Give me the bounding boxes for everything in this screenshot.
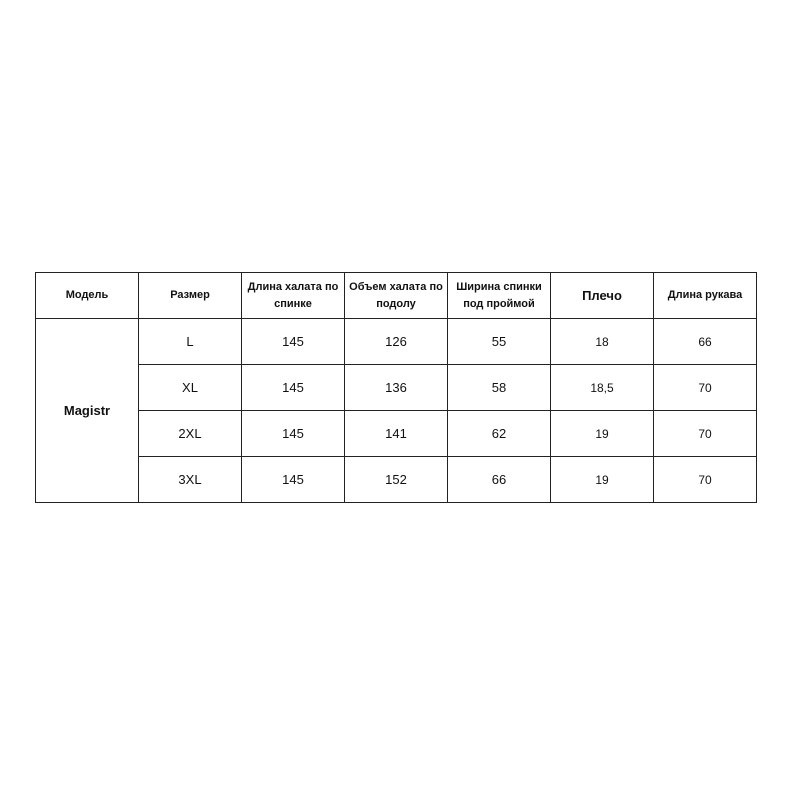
table-row: 2XL 145 141 62 19 70 — [36, 410, 757, 457]
table-cell: 66 — [653, 318, 757, 365]
table-cell: 18,5 — [550, 364, 654, 411]
table-cell: 126 — [344, 318, 448, 365]
table-cell: 19 — [550, 456, 654, 503]
header-back-length: Длина халата по спинке — [241, 272, 345, 319]
table-cell: 145 — [241, 410, 345, 457]
table-cell: 70 — [653, 410, 757, 457]
table-cell: 145 — [241, 318, 345, 365]
table-row: XL 145 136 58 18,5 70 — [36, 364, 757, 411]
table-cell: 55 — [447, 318, 551, 365]
table-cell: L — [138, 318, 242, 365]
table-row: Magistr L 145 126 55 18 66 — [35, 318, 757, 503]
header-model: Модель — [35, 272, 139, 319]
header-sleeve-length: Длина рукава — [653, 272, 757, 319]
table-cell: 70 — [653, 456, 757, 503]
table-cell: 19 — [550, 410, 654, 457]
header-row: Модель Размер Длина халата по спинке Объ… — [35, 272, 757, 319]
table-row: 3XL 145 152 66 19 70 — [36, 456, 757, 503]
table-cell: 66 — [447, 456, 551, 503]
table-cell: 141 — [344, 410, 448, 457]
table-cell: 70 — [653, 364, 757, 411]
table-cell: 18 — [550, 318, 654, 365]
header-back-width: Ширина спинки под проймой — [447, 272, 551, 319]
table-cell: 58 — [447, 364, 551, 411]
table-cell: 2XL — [138, 410, 242, 457]
table-cell: 136 — [344, 364, 448, 411]
table-cell: 152 — [344, 456, 448, 503]
header-hem-volume: Объем халата по подолу — [344, 272, 448, 319]
table-cell: 145 — [241, 456, 345, 503]
size-chart-table: Модель Размер Длина халата по спинке Объ… — [35, 272, 757, 503]
table-cell: XL — [138, 364, 242, 411]
header-size: Размер — [138, 272, 242, 319]
header-shoulder: Плечо — [550, 272, 654, 319]
model-cell: Magistr — [35, 318, 139, 503]
table-cell: 62 — [447, 410, 551, 457]
table-cell: 145 — [241, 364, 345, 411]
table-cell: 3XL — [138, 456, 242, 503]
